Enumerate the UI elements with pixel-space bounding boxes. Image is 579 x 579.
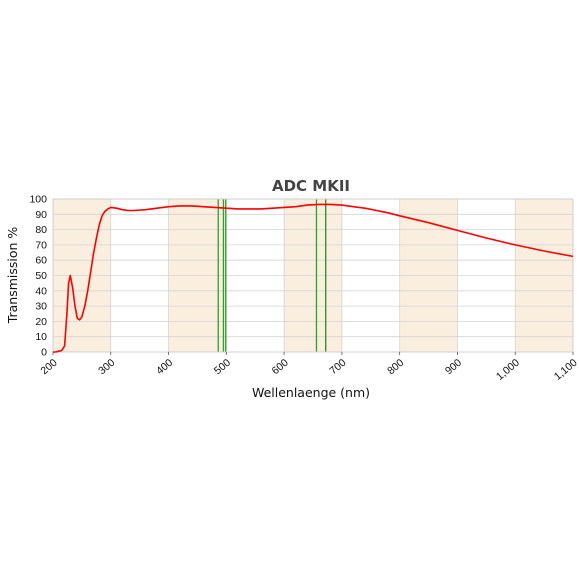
x-tick-label: 1,000 xyxy=(494,357,522,383)
y-tick-label: 60 xyxy=(35,255,47,267)
y-tick-label: 50 xyxy=(35,270,47,282)
x-tick-label: 900 xyxy=(443,357,464,378)
y-tick-label: 20 xyxy=(35,316,47,328)
y-axis-label: Transmission % xyxy=(5,227,20,325)
x-tick-label: 700 xyxy=(327,357,348,378)
plot-frame xyxy=(52,198,574,353)
y-tick-label: 70 xyxy=(35,239,47,251)
chart-title: ADC MKII xyxy=(272,177,350,195)
x-axis-ticks: 200 300 400 500 600 700 800 900 1,000 1,100 xyxy=(39,352,579,383)
x-tick-label: 600 xyxy=(270,357,291,378)
y-tick-label: 10 xyxy=(35,331,47,343)
x-tick-label: 800 xyxy=(385,357,406,378)
y-axis-ticks: 0 10 20 30 40 50 60 70 80 90 100 xyxy=(29,194,47,359)
y-tick-label: 80 xyxy=(35,224,47,236)
x-tick-label: 200 xyxy=(39,357,60,378)
y-tick-label: 0 xyxy=(41,347,47,359)
x-tick-label: 300 xyxy=(96,357,117,378)
x-tick-label: 1,100 xyxy=(552,357,579,383)
y-tick-label: 30 xyxy=(35,301,47,313)
grid xyxy=(52,198,574,353)
transmission-line xyxy=(53,203,574,353)
x-axis-label: Wellenlaenge (nm) xyxy=(252,385,370,400)
y-tick-label: 90 xyxy=(35,209,47,221)
y-tick-label: 40 xyxy=(35,285,47,297)
reference-lines xyxy=(217,199,327,352)
series-layer xyxy=(53,203,574,353)
x-tick-label: 400 xyxy=(154,357,175,378)
x-tick-label: 500 xyxy=(212,357,233,378)
y-tick-label: 100 xyxy=(29,194,47,206)
